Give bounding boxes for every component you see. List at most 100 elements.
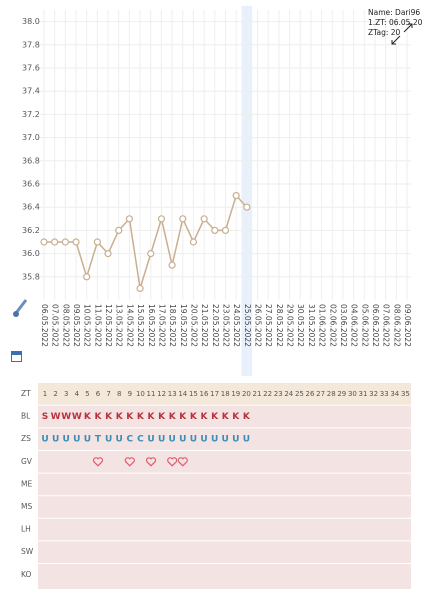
- cell: 2: [53, 390, 57, 398]
- cell: K: [105, 412, 113, 422]
- cell: 20: [242, 390, 251, 398]
- x-tick-label: 09.06.2022: [403, 304, 412, 347]
- x-tick-label: 11.05.2022: [93, 304, 102, 347]
- gv-hearts: [92, 457, 188, 467]
- cell: U: [190, 435, 197, 445]
- temperature-point: [243, 203, 251, 211]
- row-label: KO: [21, 570, 32, 579]
- cell: K: [211, 412, 219, 422]
- x-tick-label: 05.06.2022: [360, 304, 369, 347]
- cell: U: [63, 435, 70, 445]
- temperature-point: [104, 250, 112, 258]
- cell: K: [126, 412, 134, 422]
- row-label: SW: [21, 547, 34, 556]
- x-tick-label: 10.05.2022: [83, 304, 92, 347]
- row-label: ZS: [21, 434, 31, 443]
- x-tick-label: 28.05.2022: [275, 304, 284, 347]
- info-text: ZTag: 20: [368, 28, 401, 37]
- cell: K: [179, 412, 187, 422]
- x-tick-label: 22.05.2022: [211, 304, 220, 347]
- x-tick-label: 14.05.2022: [125, 304, 134, 347]
- cell: K: [169, 412, 177, 422]
- x-tick-label: 07.06.2022: [382, 304, 391, 347]
- cell: 7: [106, 390, 110, 398]
- x-tick-label: 12.05.2022: [104, 304, 113, 347]
- temperature-point: [72, 238, 80, 246]
- info-text: Name: Dari96: [368, 8, 420, 17]
- cell: 1: [43, 390, 47, 398]
- y-tick-label: 37.2: [22, 110, 40, 119]
- y-tick-label: 35.8: [22, 272, 40, 281]
- temperature-point: [136, 284, 144, 292]
- x-tick-label: 17.05.2022: [157, 304, 166, 347]
- y-tick-label: 37.8: [22, 40, 40, 49]
- x-tick-label: 19.05.2022: [179, 304, 188, 347]
- row-label: MS: [21, 502, 32, 511]
- cell: 28: [327, 390, 336, 398]
- x-tick-label: 20.05.2022: [189, 304, 198, 347]
- cell: 24: [284, 390, 293, 398]
- cell: W: [61, 412, 71, 422]
- x-tick-label: 30.05.2022: [296, 304, 305, 347]
- cell: 34: [390, 390, 399, 398]
- cell: U: [243, 435, 250, 445]
- x-tick-label: 15.05.2022: [136, 304, 145, 347]
- row-label: LH: [21, 525, 31, 534]
- cell: U: [52, 435, 59, 445]
- x-tick-label: 03.06.2022: [339, 304, 348, 347]
- cell: K: [148, 412, 156, 422]
- cell: W: [72, 412, 82, 422]
- cell: U: [169, 435, 176, 445]
- cell: 12: [157, 390, 166, 398]
- cell: U: [232, 435, 239, 445]
- temperature-point: [157, 215, 166, 223]
- cell: 19: [231, 390, 240, 398]
- x-tick-label: 27.05.2022: [264, 304, 273, 347]
- y-tick-label: 37.4: [22, 87, 40, 96]
- y-tick-label: 36.8: [22, 156, 40, 165]
- cell: U: [147, 435, 154, 445]
- temperature-point: [189, 238, 198, 246]
- temperature-point: [40, 238, 48, 246]
- cell: K: [232, 412, 240, 422]
- arrow-icon: [391, 35, 401, 45]
- cell: K: [137, 412, 145, 422]
- temperature-point: [232, 192, 240, 200]
- cell: K: [201, 412, 209, 422]
- row-label: GV: [21, 457, 33, 466]
- x-tick-label: 13.05.2022: [115, 304, 124, 347]
- cell: U: [73, 435, 80, 445]
- temperature-point: [147, 250, 155, 258]
- cell: 31: [359, 390, 368, 398]
- y-tick-label: 37.0: [22, 133, 40, 142]
- cell: C: [126, 435, 133, 445]
- temperature-point: [200, 215, 208, 223]
- cell: U: [222, 435, 229, 445]
- cell: 33: [380, 390, 389, 398]
- cell: 8: [117, 390, 121, 398]
- cell: 23: [274, 390, 283, 398]
- cell: 6: [96, 390, 101, 398]
- cell: 27: [316, 390, 325, 398]
- cell: 4: [75, 390, 80, 398]
- x-tick-label: 26.05.2022: [254, 304, 263, 347]
- heart-icon: [167, 457, 178, 467]
- cell: 16: [200, 390, 209, 398]
- cell: 29: [337, 390, 346, 398]
- heart-icon: [177, 457, 188, 467]
- cell: C: [137, 435, 144, 445]
- cell: K: [190, 412, 198, 422]
- y-tick-label: 36.4: [22, 203, 40, 212]
- temperature-point: [51, 238, 59, 246]
- x-tick-label: 21.05.2022: [200, 304, 209, 347]
- cell: U: [116, 435, 123, 445]
- x-tick-label: 24.05.2022: [232, 304, 241, 347]
- x-tick-label: 08.06.2022: [392, 304, 401, 347]
- x-tick-label: 08.05.2022: [61, 304, 70, 347]
- y-tick-label: 38.0: [22, 17, 40, 26]
- info-text: 1.ZT: 06.05.20: [368, 18, 423, 27]
- cell: K: [243, 412, 251, 422]
- thermometer-icon: [13, 299, 28, 317]
- x-tick-label: 09.05.2022: [72, 304, 81, 347]
